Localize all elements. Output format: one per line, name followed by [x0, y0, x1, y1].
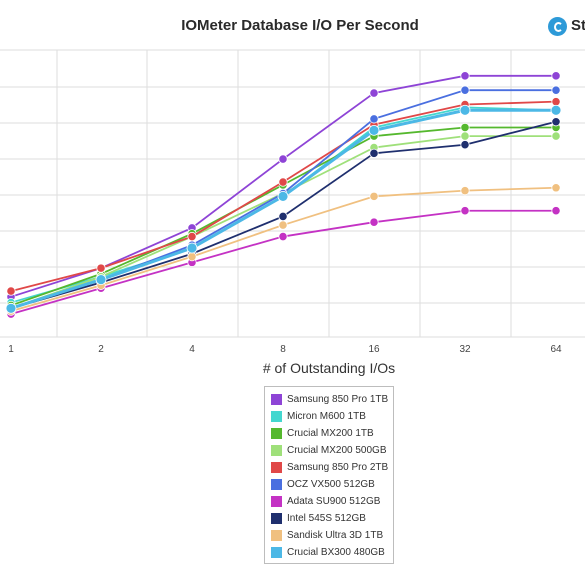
legend-swatch: [271, 530, 282, 541]
legend-label: Micron M600 1TB: [287, 411, 366, 422]
legend-item: Adata SU900 512GB: [271, 494, 380, 509]
data-point: [5, 302, 17, 314]
series-lines: [5, 71, 562, 319]
data-point: [369, 191, 379, 201]
legend-label: Crucial BX300 480GB: [287, 547, 385, 558]
legend-item: Crucial MX200 1TB: [271, 426, 374, 441]
legend-swatch: [271, 513, 282, 524]
chart-grid: [0, 49, 585, 338]
legend-swatch: [271, 394, 282, 405]
data-point: [551, 206, 561, 216]
data-point: [369, 88, 379, 98]
legend-swatch: [271, 462, 282, 473]
data-point: [460, 71, 470, 81]
data-point: [460, 140, 470, 150]
legend-swatch: [271, 496, 282, 507]
data-point: [460, 186, 470, 196]
data-point: [551, 71, 561, 81]
data-point: [460, 122, 470, 133]
data-point: [551, 131, 561, 141]
data-point: [278, 211, 288, 222]
legend-item: Samsung 850 Pro 1TB: [271, 392, 388, 407]
legend-item: Crucial BX300 480GB: [271, 545, 385, 560]
brand-text: St: [571, 17, 585, 34]
data-point: [277, 190, 289, 202]
data-point: [550, 104, 562, 116]
data-point: [369, 148, 379, 158]
data-point: [6, 286, 16, 296]
legend-item: Crucial MX200 500GB: [271, 443, 387, 458]
x-tick-label: 64: [550, 344, 562, 355]
legend-label: Adata SU900 512GB: [287, 496, 381, 507]
series-9: [5, 104, 562, 314]
legend-item: Sandisk Ultra 3D 1TB: [271, 528, 383, 543]
data-point: [187, 252, 197, 262]
chart-legend: Samsung 850 Pro 1TB Micron M600 1TB Crucia…: [264, 386, 394, 564]
data-point: [369, 114, 379, 124]
data-point: [460, 85, 470, 95]
x-tick-label: 32: [459, 344, 471, 355]
chart-title: IOMeter Database I/O Per Second: [181, 17, 419, 34]
x-axis-ticks: 1 2 4 8 16 32 64: [8, 344, 562, 355]
legend-label: Sandisk Ultra 3D 1TB: [287, 530, 384, 541]
legend-label: Intel 545S 512GB: [287, 513, 366, 524]
legend-label: Crucial MX200 1TB: [287, 428, 374, 439]
legend-swatch: [271, 428, 282, 439]
data-point: [278, 231, 288, 242]
x-tick-label: 1: [8, 344, 14, 355]
data-point: [278, 177, 288, 187]
legend-swatch: [271, 445, 282, 456]
data-point: [95, 274, 107, 286]
legend-label: OCZ VX500 512GB: [287, 479, 375, 490]
data-point: [278, 154, 288, 164]
data-point: [186, 242, 198, 254]
data-point: [551, 183, 561, 193]
legend-swatch: [271, 479, 282, 490]
x-tick-label: 16: [368, 344, 380, 355]
data-point: [460, 206, 470, 216]
x-tick-label: 2: [98, 344, 104, 355]
line-chart: 1 2 4 8 16 32 64: [0, 49, 585, 355]
storagereview-logo-icon: [548, 17, 567, 36]
data-point: [551, 85, 561, 95]
series-line: [10, 186, 557, 313]
legend-item: OCZ VX500 512GB: [271, 477, 375, 492]
legend-label: Samsung 850 Pro 1TB: [287, 394, 389, 405]
data-point: [278, 220, 288, 230]
data-point: [459, 104, 471, 116]
legend-label: Samsung 850 Pro 2TB: [287, 462, 389, 473]
legend-swatch: [271, 411, 282, 422]
x-tick-label: 8: [280, 344, 286, 355]
data-point: [187, 231, 197, 242]
data-point: [368, 124, 380, 136]
series-1: [6, 102, 561, 308]
legend-swatch: [271, 547, 282, 558]
legend-item: Samsung 850 Pro 2TB: [271, 460, 388, 475]
series-8: [6, 183, 561, 316]
data-point: [551, 117, 561, 127]
data-point: [96, 263, 106, 273]
legend-label: Crucial MX200 500GB: [287, 445, 387, 456]
data-point: [551, 97, 561, 107]
legend-item: Intel 545S 512GB: [271, 511, 366, 526]
legend-item: Micron M600 1TB: [271, 409, 366, 424]
data-point: [460, 131, 470, 141]
x-axis-title: # of Outstanding I/Os: [262, 360, 396, 376]
data-point: [369, 217, 379, 227]
x-tick-label: 4: [189, 344, 195, 355]
